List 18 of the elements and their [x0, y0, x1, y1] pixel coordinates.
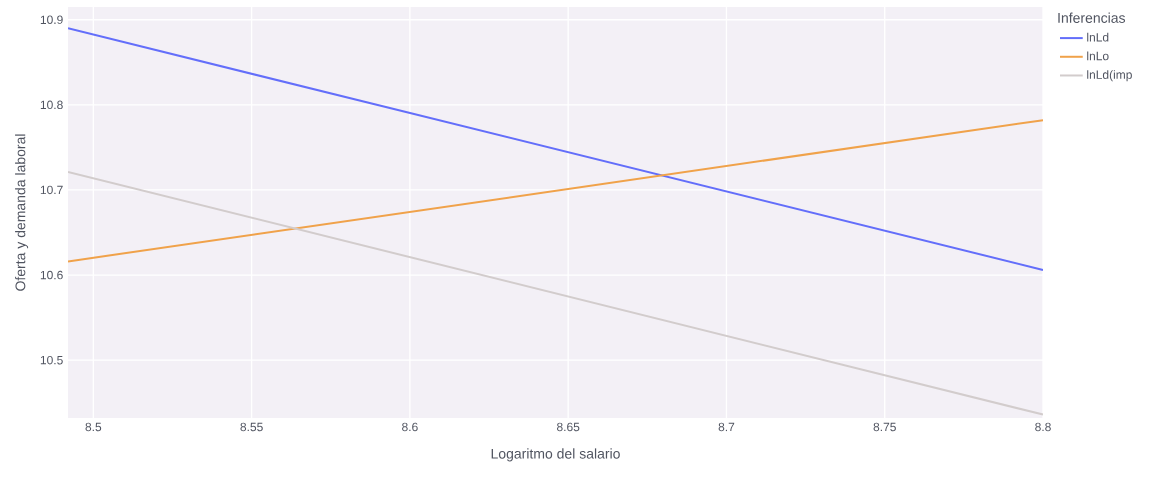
- x-tick-label: 8.8: [1035, 422, 1051, 432]
- y-tick-label: 10.6: [40, 270, 63, 280]
- y-tick-label: 10.5: [40, 355, 63, 365]
- x-tick-label: 8.65: [557, 422, 580, 432]
- y-tick-label: 10.9: [40, 15, 63, 25]
- y-axis-title: Oferta y demanda laboral: [15, 134, 29, 291]
- y-tick-label: 10.8: [40, 100, 63, 110]
- x-tick-label: 8.75: [873, 422, 896, 432]
- legend-title: Inferencias: [1058, 12, 1126, 23]
- x-tick-label: 8.6: [402, 422, 418, 432]
- y-tick-label: 10.7: [40, 185, 63, 195]
- x-axis-title: Logaritmo del salario: [491, 448, 620, 462]
- x-tick-label: 8.7: [718, 422, 735, 432]
- legend-label: lnLd: [1087, 32, 1109, 42]
- legend-label: lnLo: [1087, 51, 1109, 61]
- x-tick-label: 8.55: [240, 422, 263, 432]
- x-tick-label: 8.5: [85, 422, 102, 432]
- legend-label: lnLd(imp: [1087, 70, 1132, 82]
